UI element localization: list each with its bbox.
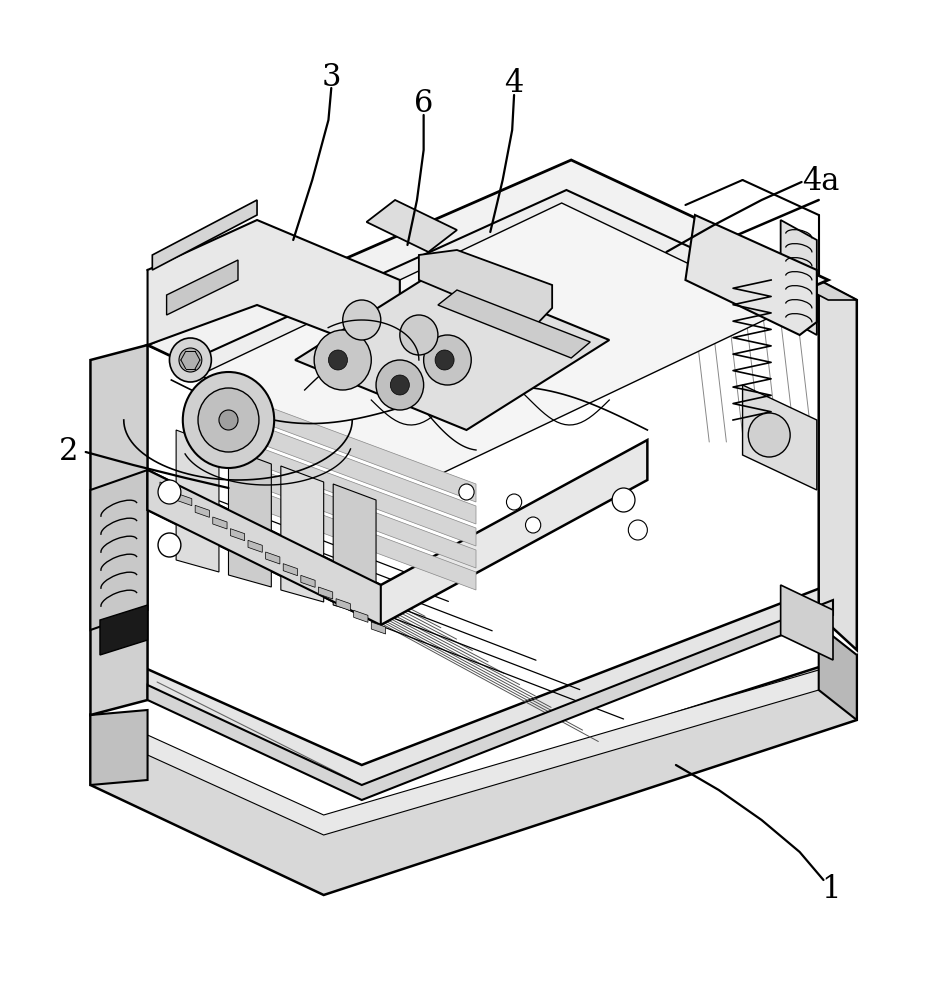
Polygon shape xyxy=(148,600,833,800)
Polygon shape xyxy=(295,270,609,430)
Text: 1: 1 xyxy=(822,874,841,906)
Circle shape xyxy=(459,484,474,500)
Polygon shape xyxy=(90,655,857,895)
Circle shape xyxy=(435,350,454,370)
Text: 6: 6 xyxy=(414,89,433,119)
Polygon shape xyxy=(148,440,647,625)
Polygon shape xyxy=(212,517,227,529)
Text: 4a: 4a xyxy=(802,166,840,198)
Polygon shape xyxy=(105,585,828,795)
Polygon shape xyxy=(177,494,191,506)
Circle shape xyxy=(748,413,790,457)
Circle shape xyxy=(424,335,471,385)
Polygon shape xyxy=(90,345,148,715)
Polygon shape xyxy=(438,290,590,358)
Polygon shape xyxy=(371,622,386,634)
Polygon shape xyxy=(248,421,476,524)
Circle shape xyxy=(390,375,409,395)
Polygon shape xyxy=(318,587,333,599)
Polygon shape xyxy=(148,160,828,465)
Polygon shape xyxy=(743,385,817,490)
Polygon shape xyxy=(167,260,238,315)
Polygon shape xyxy=(148,470,381,625)
Text: 2: 2 xyxy=(59,436,78,468)
Polygon shape xyxy=(248,487,476,590)
Polygon shape xyxy=(90,470,148,630)
Polygon shape xyxy=(100,605,148,655)
Circle shape xyxy=(158,480,181,504)
Polygon shape xyxy=(90,710,148,785)
Text: 4: 4 xyxy=(505,68,524,100)
Polygon shape xyxy=(248,465,476,568)
Polygon shape xyxy=(266,552,280,564)
Polygon shape xyxy=(301,575,315,587)
Polygon shape xyxy=(248,540,263,552)
Polygon shape xyxy=(790,280,857,300)
Circle shape xyxy=(198,388,259,452)
Circle shape xyxy=(169,338,211,382)
Polygon shape xyxy=(228,448,271,587)
Circle shape xyxy=(526,517,541,533)
Text: 3: 3 xyxy=(322,62,341,93)
Polygon shape xyxy=(283,564,297,576)
Polygon shape xyxy=(781,220,817,335)
Polygon shape xyxy=(336,599,350,611)
Polygon shape xyxy=(230,529,245,541)
Polygon shape xyxy=(248,443,476,546)
Polygon shape xyxy=(281,466,324,602)
Polygon shape xyxy=(195,505,209,517)
Circle shape xyxy=(328,350,347,370)
Circle shape xyxy=(506,494,522,510)
Polygon shape xyxy=(781,585,833,660)
Circle shape xyxy=(343,300,381,340)
Circle shape xyxy=(400,315,438,355)
Circle shape xyxy=(219,410,238,430)
Circle shape xyxy=(158,533,181,557)
Polygon shape xyxy=(248,399,476,502)
Polygon shape xyxy=(181,190,804,475)
Polygon shape xyxy=(367,200,457,252)
Circle shape xyxy=(612,488,635,512)
Polygon shape xyxy=(160,482,174,494)
Circle shape xyxy=(628,520,647,540)
Circle shape xyxy=(179,348,202,372)
Polygon shape xyxy=(419,250,552,328)
Polygon shape xyxy=(152,200,257,270)
Polygon shape xyxy=(148,220,400,360)
Circle shape xyxy=(376,360,424,410)
Polygon shape xyxy=(819,625,857,720)
Polygon shape xyxy=(685,215,817,335)
Polygon shape xyxy=(333,484,376,617)
Polygon shape xyxy=(176,430,219,572)
Circle shape xyxy=(314,330,371,390)
Polygon shape xyxy=(148,670,819,835)
Polygon shape xyxy=(819,280,857,650)
Polygon shape xyxy=(200,203,785,482)
Polygon shape xyxy=(354,610,367,622)
Circle shape xyxy=(183,372,274,468)
